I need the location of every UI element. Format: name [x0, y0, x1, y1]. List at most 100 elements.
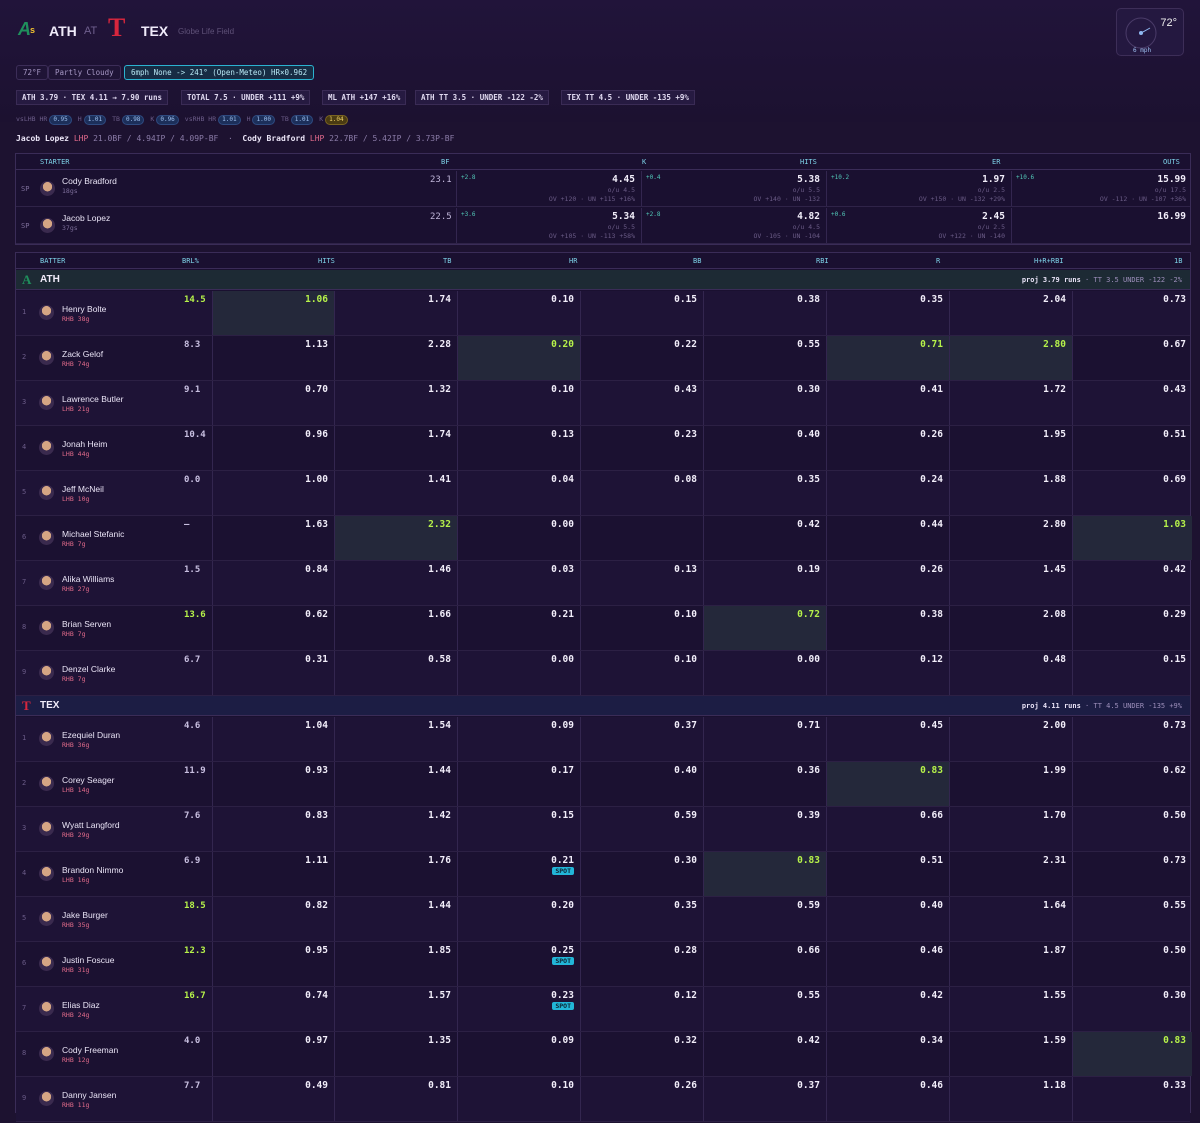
stat-cell[interactable]: 2.80	[949, 516, 1072, 560]
stat-cell[interactable]: 0.10	[580, 651, 703, 695]
stat-cell[interactable]: 0.59	[580, 807, 703, 851]
col-header[interactable]: RBI	[816, 257, 829, 265]
batter-row[interactable]: 2 Zack Gelof RHB 74g 8.3 1.13 2.28 0.20 0.22 0.5…	[16, 336, 1190, 381]
stat-cell[interactable]: 0.28	[580, 942, 703, 986]
batter-row[interactable]: 8 Cody Freeman RHB 12g 4.0 0.97 1.35 0.09 0.32 0…	[16, 1032, 1192, 1077]
stat-cell[interactable]: 0.12	[580, 987, 703, 1031]
batter-name[interactable]: Elias Diaz	[62, 1000, 100, 1010]
stat-cell[interactable]: 1.74	[334, 291, 457, 335]
stat-cell[interactable]: 0.66	[826, 807, 949, 851]
stat-cell[interactable]: 0.21 SPOT	[457, 852, 580, 896]
stat-cell[interactable]: 0.41	[826, 381, 949, 425]
stat-cell[interactable]: 1.44	[334, 897, 457, 941]
stat-cell[interactable]: 0.71	[826, 336, 949, 380]
batter-row[interactable]: 9 Denzel Clarke RHB 7g 6.7 0.31 0.58 0.00 0.10 0…	[16, 651, 1190, 696]
stat-cell[interactable]: 0.72	[703, 606, 826, 650]
stat-cell[interactable]: 0.26	[826, 426, 949, 470]
stat-cell[interactable]: 0.00	[457, 516, 580, 560]
stat-cell[interactable]: 0.96	[212, 426, 334, 470]
stat-cell[interactable]: 1.41	[334, 471, 457, 515]
stat-cell[interactable]: 0.00	[703, 651, 826, 695]
batter-name[interactable]: Brian Serven	[62, 619, 112, 629]
stat-cell[interactable]: 0.29	[1072, 606, 1192, 650]
col-header[interactable]: TB	[443, 257, 452, 265]
stat-cell[interactable]: 1.32	[334, 381, 457, 425]
stat-cell[interactable]: 1.11	[212, 852, 334, 896]
stat-cell[interactable]: 0.10	[580, 606, 703, 650]
stat-cell[interactable]: 0.03	[457, 561, 580, 605]
stat-cell[interactable]: 0.40	[826, 897, 949, 941]
stat-cell[interactable]	[580, 516, 703, 560]
stat-cell[interactable]: 0.37	[580, 717, 703, 761]
stat-cell[interactable]: 1.00	[212, 471, 334, 515]
pitcher-k-cell[interactable]: +3.6 5.34 o/u 5.5 OV +105 · UN -113 +58%	[456, 208, 641, 243]
pitcher-name[interactable]: Jacob Lopez	[62, 213, 111, 223]
weather-widget[interactable]: 72° 6 mph	[1116, 8, 1184, 56]
stat-cell[interactable]: 1.70	[949, 807, 1072, 851]
stat-cell[interactable]: 1.74	[334, 426, 457, 470]
stat-cell[interactable]: 0.38	[703, 291, 826, 335]
batter-name[interactable]: Brandon Nimmo	[62, 865, 124, 875]
stat-cell[interactable]: 0.10	[457, 291, 580, 335]
stat-cell[interactable]: 1.45	[949, 561, 1072, 605]
batter-name[interactable]: Corey Seager	[62, 775, 115, 785]
stat-cell[interactable]: 0.17	[457, 762, 580, 806]
batter-row[interactable]: 8 Brian Serven RHB 7g 13.6 0.62 1.66 0.21 0.10 0…	[16, 606, 1190, 651]
stat-cell[interactable]: 0.30	[1072, 987, 1192, 1031]
stat-cell[interactable]: 0.37	[703, 1077, 826, 1121]
stat-cell[interactable]: 2.00	[949, 717, 1072, 761]
stat-cell[interactable]: 0.20	[457, 336, 580, 380]
stat-cell[interactable]: 0.31	[212, 651, 334, 695]
col-header[interactable]: HITS	[318, 257, 335, 265]
market-total[interactable]: TOTAL 7.5 · UNDER +111 +9%	[181, 90, 311, 105]
stat-cell[interactable]: 0.83	[1072, 1032, 1192, 1076]
stat-cell[interactable]: 2.04	[949, 291, 1072, 335]
stat-cell[interactable]: 0.32	[580, 1032, 703, 1076]
stat-cell[interactable]: 0.74	[212, 987, 334, 1031]
stat-cell[interactable]: 1.59	[949, 1032, 1072, 1076]
batter-name[interactable]: Wyatt Langford	[62, 820, 120, 830]
stat-cell[interactable]: 1.04	[212, 717, 334, 761]
stat-cell[interactable]: 1.88	[949, 471, 1072, 515]
batter-row[interactable]: 3 Wyatt Langford RHB 29g 7.6 0.83 1.42 0.15 0.5…	[16, 807, 1190, 852]
col-header[interactable]: BB	[693, 257, 702, 265]
batter-row[interactable]: 1 Ezequiel Duran RHB 36g 4.6 1.04 1.54 0.09 0.3…	[16, 717, 1190, 762]
batter-row[interactable]: 9 Danny Jansen RHB 11g 7.7 0.49 0.81 0.10 0.26 0…	[16, 1077, 1190, 1122]
batter-name[interactable]: Alika Williams	[62, 574, 115, 584]
batter-row[interactable]: 4 Jonah Heim LHB 44g 10.4 0.96 1.74 0.13 0.23 0.…	[16, 426, 1190, 471]
stat-cell[interactable]: 1.03	[1072, 516, 1192, 560]
stat-cell[interactable]: 0.58	[334, 651, 457, 695]
stat-cell[interactable]: 0.23 SPOT	[457, 987, 580, 1031]
stat-cell[interactable]: 0.09	[457, 1032, 580, 1076]
batter-name[interactable]: Henry Bolte	[62, 304, 107, 314]
stat-cell[interactable]: 1.63	[212, 516, 334, 560]
batter-name[interactable]: Cody Freeman	[62, 1045, 119, 1055]
stat-cell[interactable]: 0.67	[1072, 336, 1192, 380]
stat-cell[interactable]: 0.55	[703, 336, 826, 380]
stat-cell[interactable]: 0.24	[826, 471, 949, 515]
stat-cell[interactable]: 0.49	[212, 1077, 334, 1121]
batter-name[interactable]: Michael Stefanic	[62, 529, 125, 539]
stat-cell[interactable]: 0.44	[826, 516, 949, 560]
stat-cell[interactable]: 0.43	[580, 381, 703, 425]
stat-cell[interactable]: 0.95	[212, 942, 334, 986]
stat-cell[interactable]: 0.50	[1072, 942, 1192, 986]
stat-cell[interactable]: 0.10	[457, 1077, 580, 1121]
stat-cell[interactable]: 1.06	[212, 291, 334, 335]
pitcher-hits-cell[interactable]: +2.8 4.82 o/u 4.5 OV -105 · UN -104	[641, 208, 826, 243]
stat-cell[interactable]: 0.13	[457, 426, 580, 470]
batter-row[interactable]: 6 Justin Foscue RHB 31g 12.3 0.95 1.85 0.25 SPO…	[16, 942, 1190, 987]
stat-cell[interactable]: 0.66	[703, 942, 826, 986]
stat-cell[interactable]: 0.83	[703, 852, 826, 896]
pitcher-name[interactable]: Cody Bradford	[62, 176, 117, 186]
stat-cell[interactable]: 0.84	[212, 561, 334, 605]
stat-cell[interactable]: 2.31	[949, 852, 1072, 896]
batter-name[interactable]: Lawrence Butler	[62, 394, 124, 404]
market-runs[interactable]: ATH 3.79 · TEX 4.11 → 7.90 runs	[16, 90, 168, 105]
stat-cell[interactable]: 0.09	[457, 717, 580, 761]
stat-cell[interactable]: 0.42	[1072, 561, 1192, 605]
batter-name[interactable]: Jake Burger	[62, 910, 108, 920]
stat-cell[interactable]: 0.73	[1072, 291, 1192, 335]
stat-cell[interactable]: 0.46	[826, 942, 949, 986]
stat-cell[interactable]: 0.42	[703, 1032, 826, 1076]
